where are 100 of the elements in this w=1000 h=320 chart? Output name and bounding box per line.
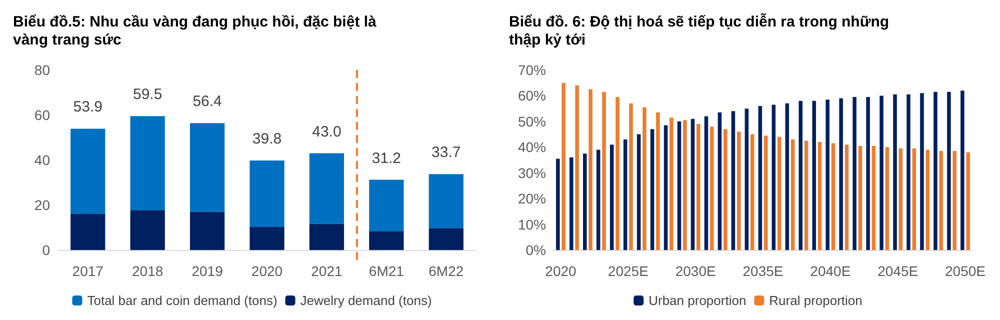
bar [872,146,876,250]
x-tick-label: 2018 [132,263,164,279]
bar [642,107,646,250]
bar [758,106,762,250]
y-tick-label: 0% [526,242,546,258]
legend-label: Rural proportion [769,293,862,308]
bar [562,82,566,250]
bar [731,111,736,250]
bar [920,93,924,250]
bar [650,129,654,250]
bar [696,124,700,250]
bar [885,147,890,250]
total-label: 53.9 [73,98,102,116]
bar [70,214,106,250]
bar [906,94,910,250]
bar [616,97,620,250]
legend-label: Urban proportion [648,293,746,308]
bar [812,100,816,250]
y-tick-label: 40% [518,139,546,156]
bar [710,126,714,250]
bar [309,153,344,224]
y-tick-label: 10% [518,216,546,232]
bar [790,139,795,250]
bar [926,150,930,250]
chart-title: Biểu đồ. 6: Độ thị hoá sẽ tiếp tục diễn ra trong những thập kỷ tới [509,12,894,48]
bar [804,140,808,250]
bar [744,108,749,250]
x-tick-label: 2050E [945,263,986,279]
legend-label: Total bar and coin demand (tons) [87,293,278,308]
bar [683,120,687,250]
x-tick-label: 2020 [545,263,577,279]
total-label: 43.0 [312,123,342,140]
y-tick-label: 0 [42,242,50,258]
total-label: 33.7 [432,144,461,162]
bar [818,142,822,250]
total-label: 39.8 [252,130,282,148]
x-tick-label: 2040E [810,263,851,279]
bar [588,89,592,250]
bar [880,96,884,250]
bar [190,212,225,250]
bar [934,92,938,250]
bar [656,112,660,250]
x-tick-label: 2030E [675,263,716,279]
bar [858,146,862,250]
y-tick-label: 70% [518,62,546,78]
bar [664,125,668,250]
y-tick-label: 30% [518,164,546,181]
bar [575,85,579,250]
y-tick-label: 80 [34,62,50,78]
bar [839,98,843,250]
bar [629,103,633,250]
bar [70,128,106,214]
bar [736,132,741,250]
bar [677,121,682,250]
chart-title: Biểu đồ.5: Nhu cầu vàng đang phục hồi, đặc biệt là vàng trang sức [13,14,381,48]
bar [636,134,641,250]
bar [723,129,728,250]
legend-label: Jewelry demand (tons) [300,293,432,308]
y-tick-label: 20 [34,197,50,213]
bar [831,143,836,250]
bar [670,118,674,250]
bar [369,180,404,232]
bar [250,227,284,250]
bar [939,151,944,250]
bar [966,152,970,250]
x-tick-label: 6M21 [368,263,404,279]
bar [826,100,830,250]
bar [602,92,606,250]
bar [772,104,776,250]
bar [369,231,404,250]
bar [785,103,790,250]
bar [852,97,856,250]
bar [764,136,768,250]
bar [844,144,849,250]
x-tick-label: 2019 [192,263,224,279]
bar [309,224,344,250]
bar [582,154,587,250]
bar [960,90,964,250]
bar [596,150,600,250]
x-tick-label: 2045E [878,263,918,279]
total-label: 31.2 [372,150,402,167]
x-tick-label: 2025E [608,263,648,279]
x-tick-label: 2020 [251,263,283,279]
bar [428,174,464,228]
x-tick-label: 2017 [72,263,104,279]
bar [718,112,722,250]
bar [190,123,225,212]
bar [750,134,754,250]
x-tick-label: 2021 [311,263,342,279]
bar [777,136,782,250]
bar [690,118,695,250]
bar [947,92,951,250]
bar [610,144,614,250]
bar [556,158,560,250]
bar [893,94,897,250]
bar [898,148,903,250]
y-tick-label: 60% [518,88,546,104]
x-tick-label: 2035E [742,263,784,279]
x-tick-label: 6M22 [428,263,464,279]
bar [130,116,165,210]
